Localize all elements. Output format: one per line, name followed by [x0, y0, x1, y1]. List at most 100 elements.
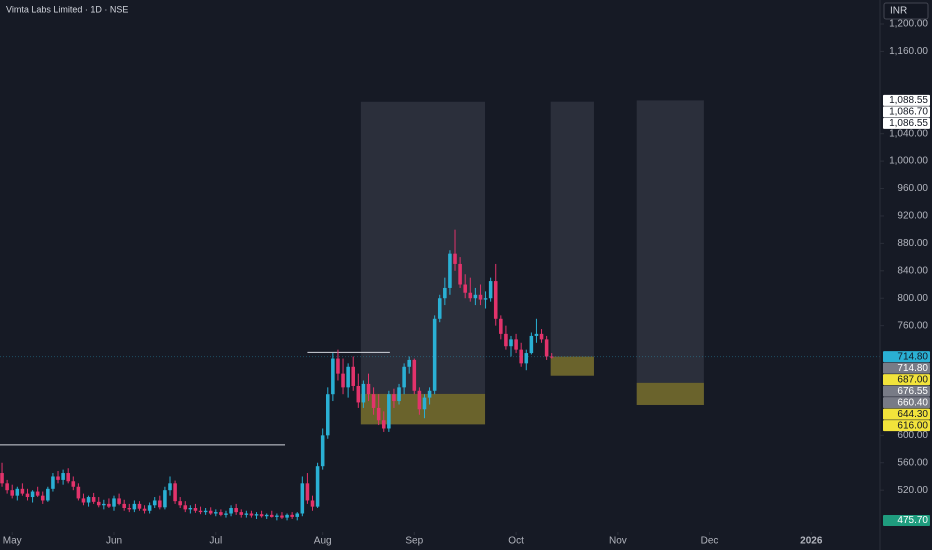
x-tick-label: May: [3, 536, 22, 547]
candle-body: [61, 473, 65, 480]
candle-body: [46, 488, 50, 501]
candle-body: [10, 490, 14, 496]
candle-body: [407, 359, 411, 367]
candle-body: [356, 385, 361, 403]
candle-body: [315, 466, 320, 507]
candle-body: [458, 263, 462, 285]
candle-body: [163, 490, 167, 508]
chart-title: Vimta Labs Limited · 1D · NSE: [6, 4, 128, 14]
price-axis: 1,200.00 1,160.00 1,040.00 1,000.00 960.00 92…: [880, 19, 930, 526]
candle-body: [51, 476, 55, 489]
currency[interactable]: INR: [890, 6, 907, 17]
candle-body: [468, 292, 473, 299]
zone: [360, 101, 486, 425]
candle-body: [25, 493, 30, 498]
candle-body: [417, 390, 422, 410]
price-label-box: [883, 397, 930, 409]
candle-body: [0, 473, 4, 484]
candle-body: [35, 491, 40, 496]
candle-body: [132, 503, 137, 510]
candle-body: [96, 501, 101, 506]
candle-body: [183, 505, 188, 510]
candle-body: [112, 498, 116, 507]
candle-body: [549, 356, 554, 358]
candle-body: [137, 503, 142, 509]
candle-body: [300, 483, 305, 514]
candle-body: [203, 510, 208, 513]
price-label: 475.70: [897, 515, 928, 526]
candle-body: [524, 353, 529, 364]
y-tick-label: 960.00: [897, 183, 928, 194]
price-label: 676.55: [897, 386, 928, 397]
candle-body: [351, 366, 356, 386]
candle-body: [483, 298, 488, 300]
candle-body: [244, 513, 249, 515]
candle-body: [173, 483, 177, 502]
candle-body: [422, 397, 427, 410]
candle-body: [509, 339, 513, 347]
x-tick-label: Dec: [701, 536, 719, 547]
candle-body: [168, 483, 172, 491]
y-tick-label: 760.00: [897, 320, 928, 331]
x-tick-label: Sep: [405, 536, 423, 547]
y-tick-label: 880.00: [897, 238, 928, 249]
candle-body: [76, 486, 81, 499]
price-label: 644.30: [897, 409, 928, 420]
candle-body: [473, 294, 478, 299]
candle-body: [158, 500, 162, 508]
price-label-box: [883, 408, 930, 420]
candle-body: [56, 476, 60, 480]
currency-box[interactable]: [883, 2, 929, 20]
candle-body: [341, 373, 345, 388]
candle-body: [249, 513, 254, 516]
candle-body: [198, 510, 203, 513]
candle-body: [499, 318, 503, 334]
y-tick-label: 560.00: [897, 457, 928, 468]
candle-body: [122, 503, 126, 509]
candle-body: [127, 508, 132, 510]
candle-body: [91, 497, 96, 502]
candle-body: [290, 514, 294, 517]
candle-body: [30, 491, 35, 498]
candle-body: [504, 333, 508, 347]
price-label: 687.00: [897, 374, 928, 385]
candle-body: [325, 394, 330, 436]
candle-body: [275, 515, 279, 517]
price-label: 1,086.70: [889, 107, 928, 118]
y-tick-label: 600.00: [897, 430, 928, 441]
price-label: 616.00: [897, 420, 928, 431]
x-tick-label: 2026: [800, 536, 823, 547]
candle-body: [371, 394, 376, 408]
price-label-box: [883, 106, 930, 118]
zone: [636, 382, 704, 405]
candle-body: [437, 298, 442, 319]
candle-body: [331, 358, 335, 395]
candle-body: [432, 318, 437, 391]
candle-body: [519, 349, 523, 364]
candle-body: [534, 333, 539, 336]
plot-area: [0, 100, 880, 521]
candle-body: [208, 510, 213, 514]
price-label: 714.80: [897, 363, 928, 374]
candle-body: [270, 514, 274, 517]
candle-body: [188, 508, 193, 510]
candle-body: [285, 514, 289, 518]
candle-body: [264, 514, 269, 517]
y-tick-label: 840.00: [897, 265, 928, 276]
candle-body: [488, 281, 493, 299]
price-label-box: [883, 374, 930, 386]
candle-body: [234, 508, 238, 513]
candle-body: [295, 513, 300, 517]
candle-body: [539, 333, 544, 340]
price-label: 1,088.55: [889, 95, 928, 106]
candle-body: [219, 512, 223, 515]
candle-body: [366, 383, 371, 395]
price-label-box: [883, 351, 930, 363]
y-tick-label: 1,000.00: [889, 156, 928, 167]
candle-body: [361, 383, 366, 403]
candle-body: [310, 500, 315, 507]
y-tick-label: 1,200.00: [889, 19, 928, 30]
y-tick-label: 920.00: [897, 211, 928, 222]
